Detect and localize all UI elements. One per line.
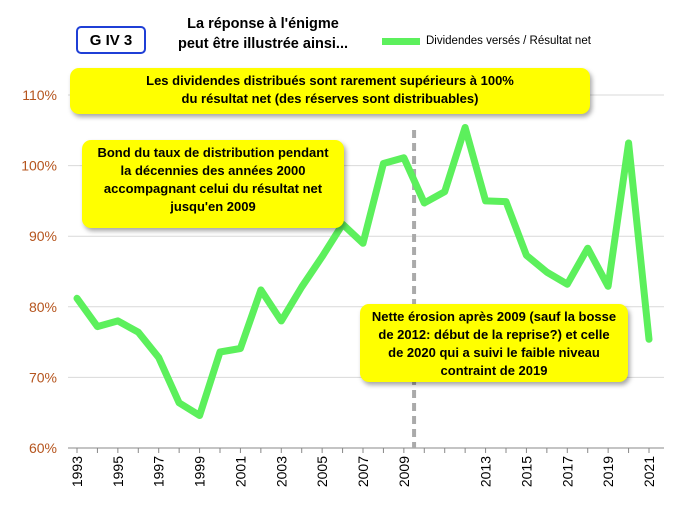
x-ticks (76, 448, 650, 453)
x-tick-label: 2015 (518, 456, 534, 487)
legend: Dividendes versés / Résultat net (382, 34, 591, 48)
y-tick-label: 100% (21, 158, 57, 174)
x-tick-label: 2013 (478, 456, 494, 487)
x-tick-label: 1999 (192, 456, 208, 487)
y-tick-label: 80% (29, 299, 57, 315)
x-tick-label: 1993 (69, 456, 85, 487)
x-tick-labels: 1993 1995 1997 1999 2001 2003 2005 2007 2009 2013… (69, 456, 657, 487)
x-tick-label: 2007 (355, 456, 371, 487)
annotation-line: la décennies des années 2000 (120, 163, 306, 178)
annotation-line: Nette érosion après 2009 (sauf la bosse (371, 309, 617, 324)
annotation-line: de 2012: début de la reprise?) et celle (378, 327, 610, 342)
annotation-line: accompagnant celui du résultat net (103, 181, 323, 196)
x-tick-label: 2009 (396, 456, 412, 487)
annotation-line: Les dividendes distribués sont rarement … (146, 73, 514, 88)
x-tick-label: 2005 (314, 456, 330, 487)
y-tick-label: 70% (29, 369, 57, 385)
x-tick-label: 2003 (273, 456, 289, 487)
title-line: peut être illustrée ainsi... (177, 36, 349, 52)
annotation-reserves: Les dividendes distribués sont rarement … (70, 68, 590, 114)
x-tick-label: 1997 (151, 456, 167, 487)
annotation-line: de 2020 qui a suivi le faible niveau (388, 345, 600, 360)
title-line: La réponse à l'énigme (187, 16, 339, 32)
annotation-bond: Bond du taux de distribution pendant la … (82, 140, 344, 228)
annotation-line: Bond du taux de distribution pendant (97, 145, 329, 160)
y-tick-label: 90% (29, 228, 57, 244)
x-tick-label: 2019 (600, 456, 616, 487)
y-tick-label: 60% (29, 440, 57, 456)
annotation-line: contraint de 2019 (440, 363, 548, 378)
x-tick-label: 1995 (110, 456, 126, 487)
chart-title: La réponse à l'énigme peut être illustré… (158, 14, 368, 54)
x-tick-label: 2001 (232, 456, 248, 487)
section-badge: G IV 3 (76, 26, 146, 54)
annotation-line: jusqu'en 2009 (170, 199, 256, 214)
x-tick-label: 2017 (559, 456, 575, 487)
legend-label: Dividendes versés / Résultat net (426, 35, 591, 47)
annotation-erosion: Nette érosion après 2009 (sauf la bosse … (360, 304, 628, 382)
legend-swatch (382, 37, 420, 45)
series-line (73, 124, 653, 419)
annotation-line: du résultat net (des réserves sont distr… (181, 91, 479, 106)
x-tick-label: 2021 (641, 456, 657, 487)
y-tick-labels: 60% 70% 80% 90% 100% 110% (21, 87, 57, 456)
y-tick-label: 110% (22, 87, 57, 103)
